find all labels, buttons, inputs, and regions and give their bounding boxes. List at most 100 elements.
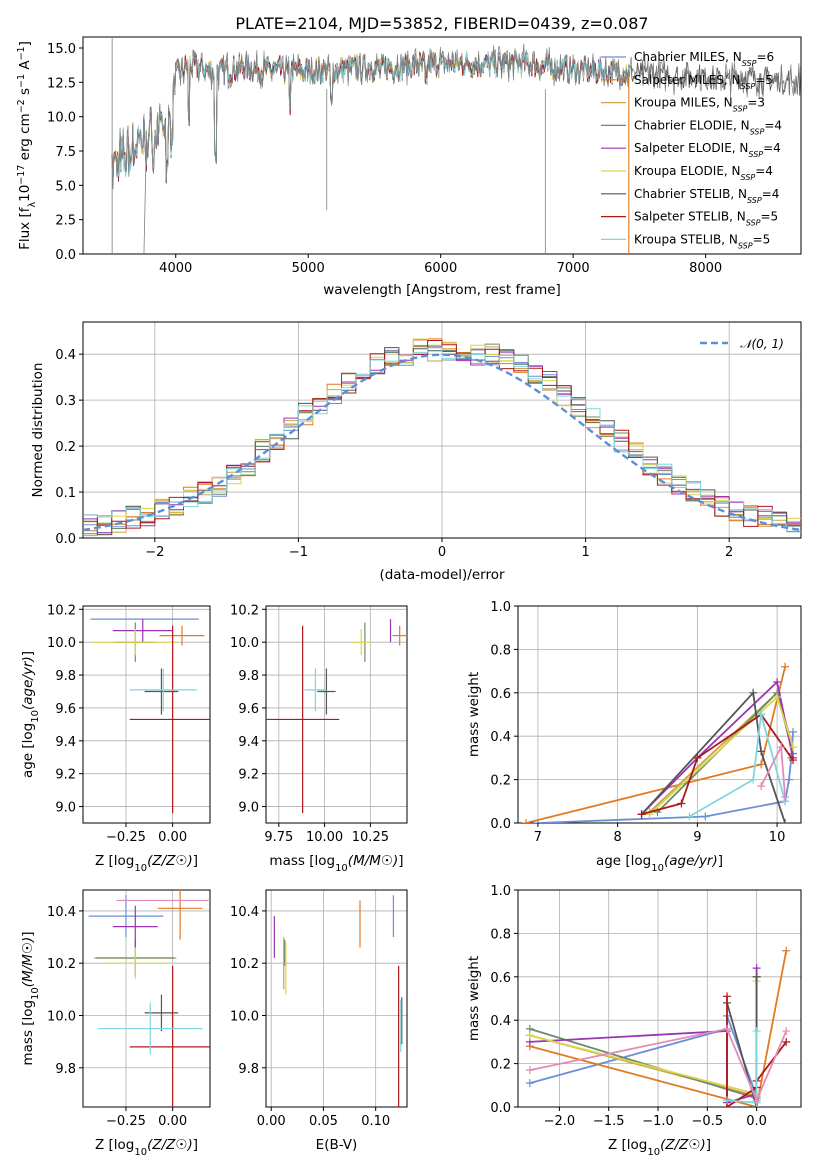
- x-axis-label-part: mass [log: [269, 853, 335, 869]
- y-tick-label: 0.2: [490, 1058, 511, 1073]
- legend-entry: Kroupa STELIB, NSSP=5: [634, 232, 770, 250]
- y-tick-label: 9.2: [238, 768, 259, 783]
- y-axis-label: mass weight: [466, 672, 482, 757]
- histogram-series: [83, 347, 801, 533]
- axes-frame: [265, 605, 408, 824]
- weight-marker: [521, 819, 530, 823]
- x-tick-label: 0.00: [257, 1114, 286, 1129]
- y-axis-label-part: erg cm: [17, 113, 33, 164]
- axes-frame: [517, 889, 802, 1108]
- weight-marker: [752, 1096, 761, 1105]
- legend-n: =5: [755, 73, 773, 87]
- axes-frame: [517, 605, 802, 824]
- y-tick-label: 12.5: [47, 76, 76, 91]
- legend-label: Salpeter STELIB, N: [634, 210, 746, 224]
- x-tick-label: 6000: [424, 261, 457, 276]
- panel-residuals: −2 −1 0 1 2 0.0 0.1 0.2 0.3 0.4 𝒩(0, 1) (data-model…: [30, 321, 802, 583]
- y-tick-label: 0.4: [55, 348, 76, 363]
- x-tick-label: 0: [438, 545, 446, 560]
- y-tick-label: 0.3: [55, 394, 76, 409]
- y-tick-label: 1.0: [490, 600, 511, 615]
- x-axis-label: mass [log10(M/M☉)]: [269, 853, 403, 874]
- x-tick-label: −0.5: [692, 1114, 724, 1129]
- y-axis-label-part: Flux [f: [17, 206, 33, 250]
- legend-sub: SSP: [738, 241, 753, 250]
- weight-marker: [752, 972, 761, 981]
- y-tick-label: 0.4: [490, 730, 511, 745]
- y-tick-label: 15.0: [47, 42, 76, 57]
- y-axis-label: mass [log10(M/M☉)]: [20, 931, 41, 1065]
- weight-marker: [773, 677, 782, 686]
- x-tick-label: 9: [693, 830, 701, 845]
- x-tick-label: −0.25: [106, 1114, 146, 1129]
- legend-entry: Chabrier ELODIE, NSSP=4: [634, 118, 782, 136]
- panel-weight_vs_Z: −2.0 −1.5 −1.0 −0.5 0.0 0.0 0.2 0.4 0.6 0.8 1.0 Z […: [466, 884, 802, 1158]
- weight-series: [529, 1027, 788, 1103]
- weight-series: [529, 976, 758, 1100]
- y-tick-label: 0.0: [55, 248, 76, 263]
- y-tick-label: 0.0: [490, 817, 511, 832]
- legend-n: =4: [762, 187, 780, 201]
- weight-series: [529, 950, 788, 1107]
- x-tick-label: 7000: [557, 261, 590, 276]
- weight-marker: [752, 1027, 761, 1036]
- weight-series: [648, 695, 794, 815]
- y-tick-label: 10.0: [47, 1009, 76, 1024]
- weight-series: [537, 731, 794, 823]
- y-tick-label: 10.2: [230, 603, 259, 618]
- legend-sub: SSP: [733, 104, 748, 113]
- x-axis-label-part: 10: [335, 863, 348, 874]
- weight-marker: [749, 688, 758, 697]
- legend-label: Chabrier MILES, N: [634, 50, 742, 64]
- y-axis-label-part: s: [17, 88, 33, 99]
- x-tick-label: 5000: [292, 261, 325, 276]
- weight-marker: [781, 662, 790, 671]
- errorbars: [88, 890, 210, 1107]
- axes-frame: [82, 36, 802, 255]
- legend-n: =4: [763, 141, 781, 155]
- data-spike: [143, 130, 147, 254]
- x-axis-label-part: Z [log: [95, 1137, 134, 1153]
- errorbars: [90, 618, 210, 814]
- y-tick-label: 9.4: [55, 735, 76, 750]
- y-axis-label-part: age [log: [20, 723, 36, 778]
- y-tick-label: 10.2: [47, 957, 76, 972]
- weight-marker: [752, 964, 761, 973]
- y-tick-label: 9.6: [238, 702, 259, 717]
- y-axis-label-part: ]: [20, 931, 36, 936]
- x-tick-label: 10: [769, 830, 786, 845]
- legend-sub: SSP: [741, 81, 756, 90]
- y-tick-label: 9.8: [238, 1062, 259, 1077]
- y-tick-label: 10.0: [230, 636, 259, 651]
- weight-marker: [723, 992, 732, 1001]
- x-tick-label: 0.05: [309, 1114, 338, 1129]
- x-axis-label: Z [log10(Z/Z☉)]: [95, 1137, 198, 1158]
- y-tick-label: 9.2: [55, 768, 76, 783]
- weight-series: [688, 714, 786, 818]
- y-tick-label: 10.0: [230, 1009, 259, 1024]
- y-tick-label: 9.0: [238, 801, 259, 816]
- legend-n: =3: [747, 96, 765, 110]
- y-tick-label: 10.4: [230, 905, 259, 920]
- x-axis-label-part: ]: [193, 853, 198, 869]
- weight-marker: [789, 727, 798, 736]
- y-tick-label: 2.5: [55, 214, 76, 229]
- y-tick-label: 0.4: [490, 1014, 511, 1029]
- x-tick-label: 10.25: [352, 830, 389, 845]
- legend-entry: Salpeter MILES, NSSP=5: [634, 73, 773, 91]
- panel-mass_vs_ebv: 0.00 0.05 0.10 9.8 10.0 10.2 10.4 E(B-V): [230, 889, 408, 1153]
- y-axis-label: Flux [fλ10−17 erg cm−2 s−1 A−1]: [16, 41, 38, 250]
- weight-marker: [723, 1024, 732, 1033]
- legend-entry: Chabrier STELIB, NSSP=4: [634, 187, 779, 205]
- legend-sub: SSP: [746, 218, 761, 227]
- y-axis-label-part: ]: [20, 651, 36, 656]
- x-tick-label: −1: [289, 545, 308, 560]
- y-axis-label-part: 10: [30, 987, 41, 1000]
- legend-label: Kroupa MILES, N: [634, 96, 733, 110]
- x-axis-label: E(B-V): [316, 1137, 358, 1153]
- legend-entry: 𝒩(0, 1): [740, 337, 784, 351]
- weight-marker: [781, 819, 790, 823]
- gaussian-curve: [83, 353, 801, 532]
- x-axis-label-part: ]: [706, 1137, 711, 1153]
- legend-entry: Salpeter ELODIE, NSSP=4: [634, 141, 781, 159]
